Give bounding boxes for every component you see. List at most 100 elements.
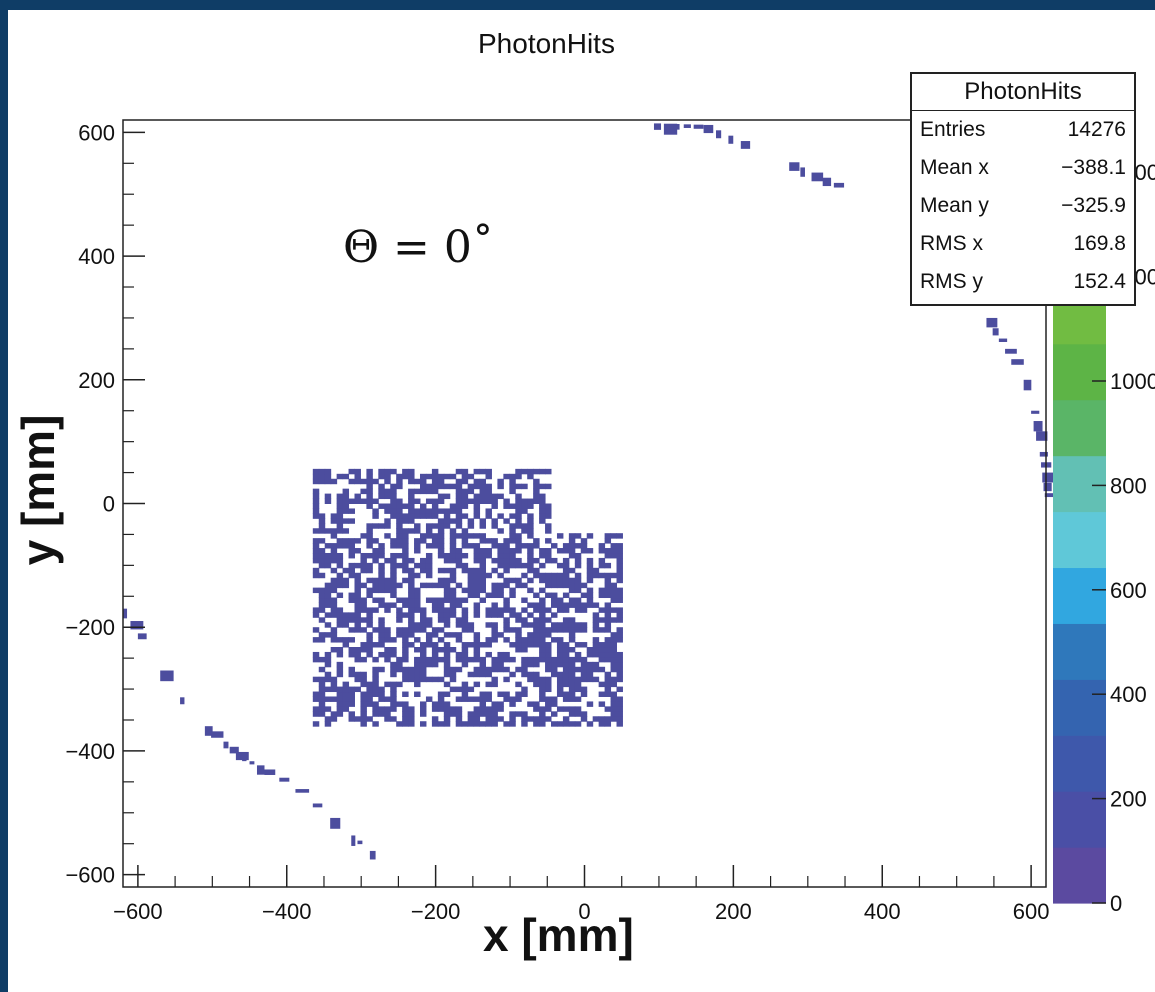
hit-cell	[539, 498, 546, 504]
hit-cell	[527, 513, 534, 519]
hit-cell	[330, 513, 338, 519]
hit-cell	[312, 493, 320, 500]
hit-cell	[562, 607, 570, 613]
hit-cell	[419, 538, 427, 544]
hit-cell	[324, 493, 332, 500]
colorbar-tick-label: 0	[1110, 891, 1122, 916]
hit-cell	[449, 543, 457, 549]
hit-cell	[348, 686, 355, 693]
hit-cell	[539, 711, 546, 717]
hit-cell	[437, 656, 445, 663]
hit-cell	[461, 498, 469, 504]
hit-cell	[586, 548, 594, 554]
hit-cell	[485, 572, 492, 579]
hit-cell	[604, 656, 612, 663]
hit-cell	[503, 637, 510, 643]
hit-cell	[264, 769, 276, 775]
hit-cell	[431, 468, 439, 475]
hit-cell	[384, 696, 391, 702]
hit-cell	[473, 681, 481, 688]
hit-cell	[449, 706, 457, 712]
hit-cell	[324, 656, 332, 663]
hit-cell	[479, 691, 487, 697]
hit-cell	[318, 676, 326, 683]
hit-cell	[527, 552, 534, 559]
hit-cell	[491, 518, 498, 524]
hit-cell	[533, 488, 540, 495]
hit-cell	[402, 552, 409, 559]
hit-cell	[455, 562, 463, 569]
hit-cell	[378, 488, 385, 495]
hit-cell	[336, 691, 344, 697]
hit-cell	[402, 513, 409, 519]
hit-cell	[443, 483, 451, 490]
hit-cell	[616, 577, 623, 584]
hit-cell	[503, 473, 510, 480]
hit-cell	[574, 562, 582, 569]
hit-cell	[455, 711, 463, 717]
hit-cell	[604, 686, 612, 693]
hit-cell	[616, 721, 623, 727]
hit-cell	[604, 647, 612, 653]
hit-cell	[390, 468, 397, 475]
hit-cell	[431, 656, 439, 663]
hit-cell	[598, 701, 606, 707]
hit-cell	[485, 488, 492, 495]
hit-cell	[539, 617, 546, 623]
hit-cell	[574, 622, 582, 628]
hit-cell	[551, 711, 558, 717]
hit-cell	[402, 676, 409, 683]
hit-cell	[431, 721, 439, 727]
hit-cell	[204, 726, 213, 736]
hit-cell	[479, 711, 487, 717]
hit-cell	[568, 582, 576, 589]
hit-cell	[378, 567, 385, 574]
hit-cell	[568, 696, 576, 702]
y-tick-label: 0	[103, 492, 115, 517]
hit-cell	[545, 577, 552, 584]
hit-cell	[419, 656, 427, 663]
hit-cell	[449, 473, 457, 480]
hit-cell	[568, 543, 576, 549]
colorbar-segment	[1053, 679, 1106, 736]
hit-cell	[414, 661, 421, 668]
hit-cell	[408, 592, 415, 599]
hit-cell	[521, 671, 528, 678]
hit-cell	[467, 572, 475, 579]
hit-cell	[521, 572, 528, 579]
hit-cell	[556, 582, 564, 589]
hit-cell	[342, 508, 350, 514]
stats-value: 169.8	[1073, 232, 1126, 255]
hit-cell	[479, 577, 487, 584]
hit-cell	[473, 711, 481, 717]
hit-cell	[568, 666, 576, 673]
hit-cell	[598, 607, 606, 613]
hit-cell	[467, 488, 475, 495]
hit-cell	[372, 666, 379, 673]
hit-cell	[556, 607, 564, 613]
hit-cell	[360, 478, 367, 485]
hit-cell	[473, 498, 481, 504]
hit-cell	[455, 686, 463, 693]
hit-cell	[425, 488, 433, 495]
hit-cell	[728, 135, 734, 144]
hit-cell	[568, 538, 576, 544]
hit-cell	[378, 582, 385, 589]
hit-cell	[479, 557, 487, 564]
hit-cell	[366, 473, 373, 480]
hit-cell	[431, 597, 439, 603]
hit-cell	[366, 478, 373, 485]
hit-cell	[384, 557, 391, 564]
hit-cell	[384, 656, 391, 663]
hit-cell	[408, 632, 415, 638]
hit-cell	[318, 607, 326, 613]
hit-cell	[366, 533, 373, 539]
hit-cell	[521, 617, 528, 623]
hit-cell	[586, 676, 594, 683]
hit-cell	[360, 711, 367, 717]
hit-cell	[360, 642, 367, 648]
hit-cell	[324, 676, 332, 683]
hit-cell	[491, 582, 498, 589]
hit-cell	[551, 696, 558, 702]
hit-cell	[574, 666, 582, 673]
